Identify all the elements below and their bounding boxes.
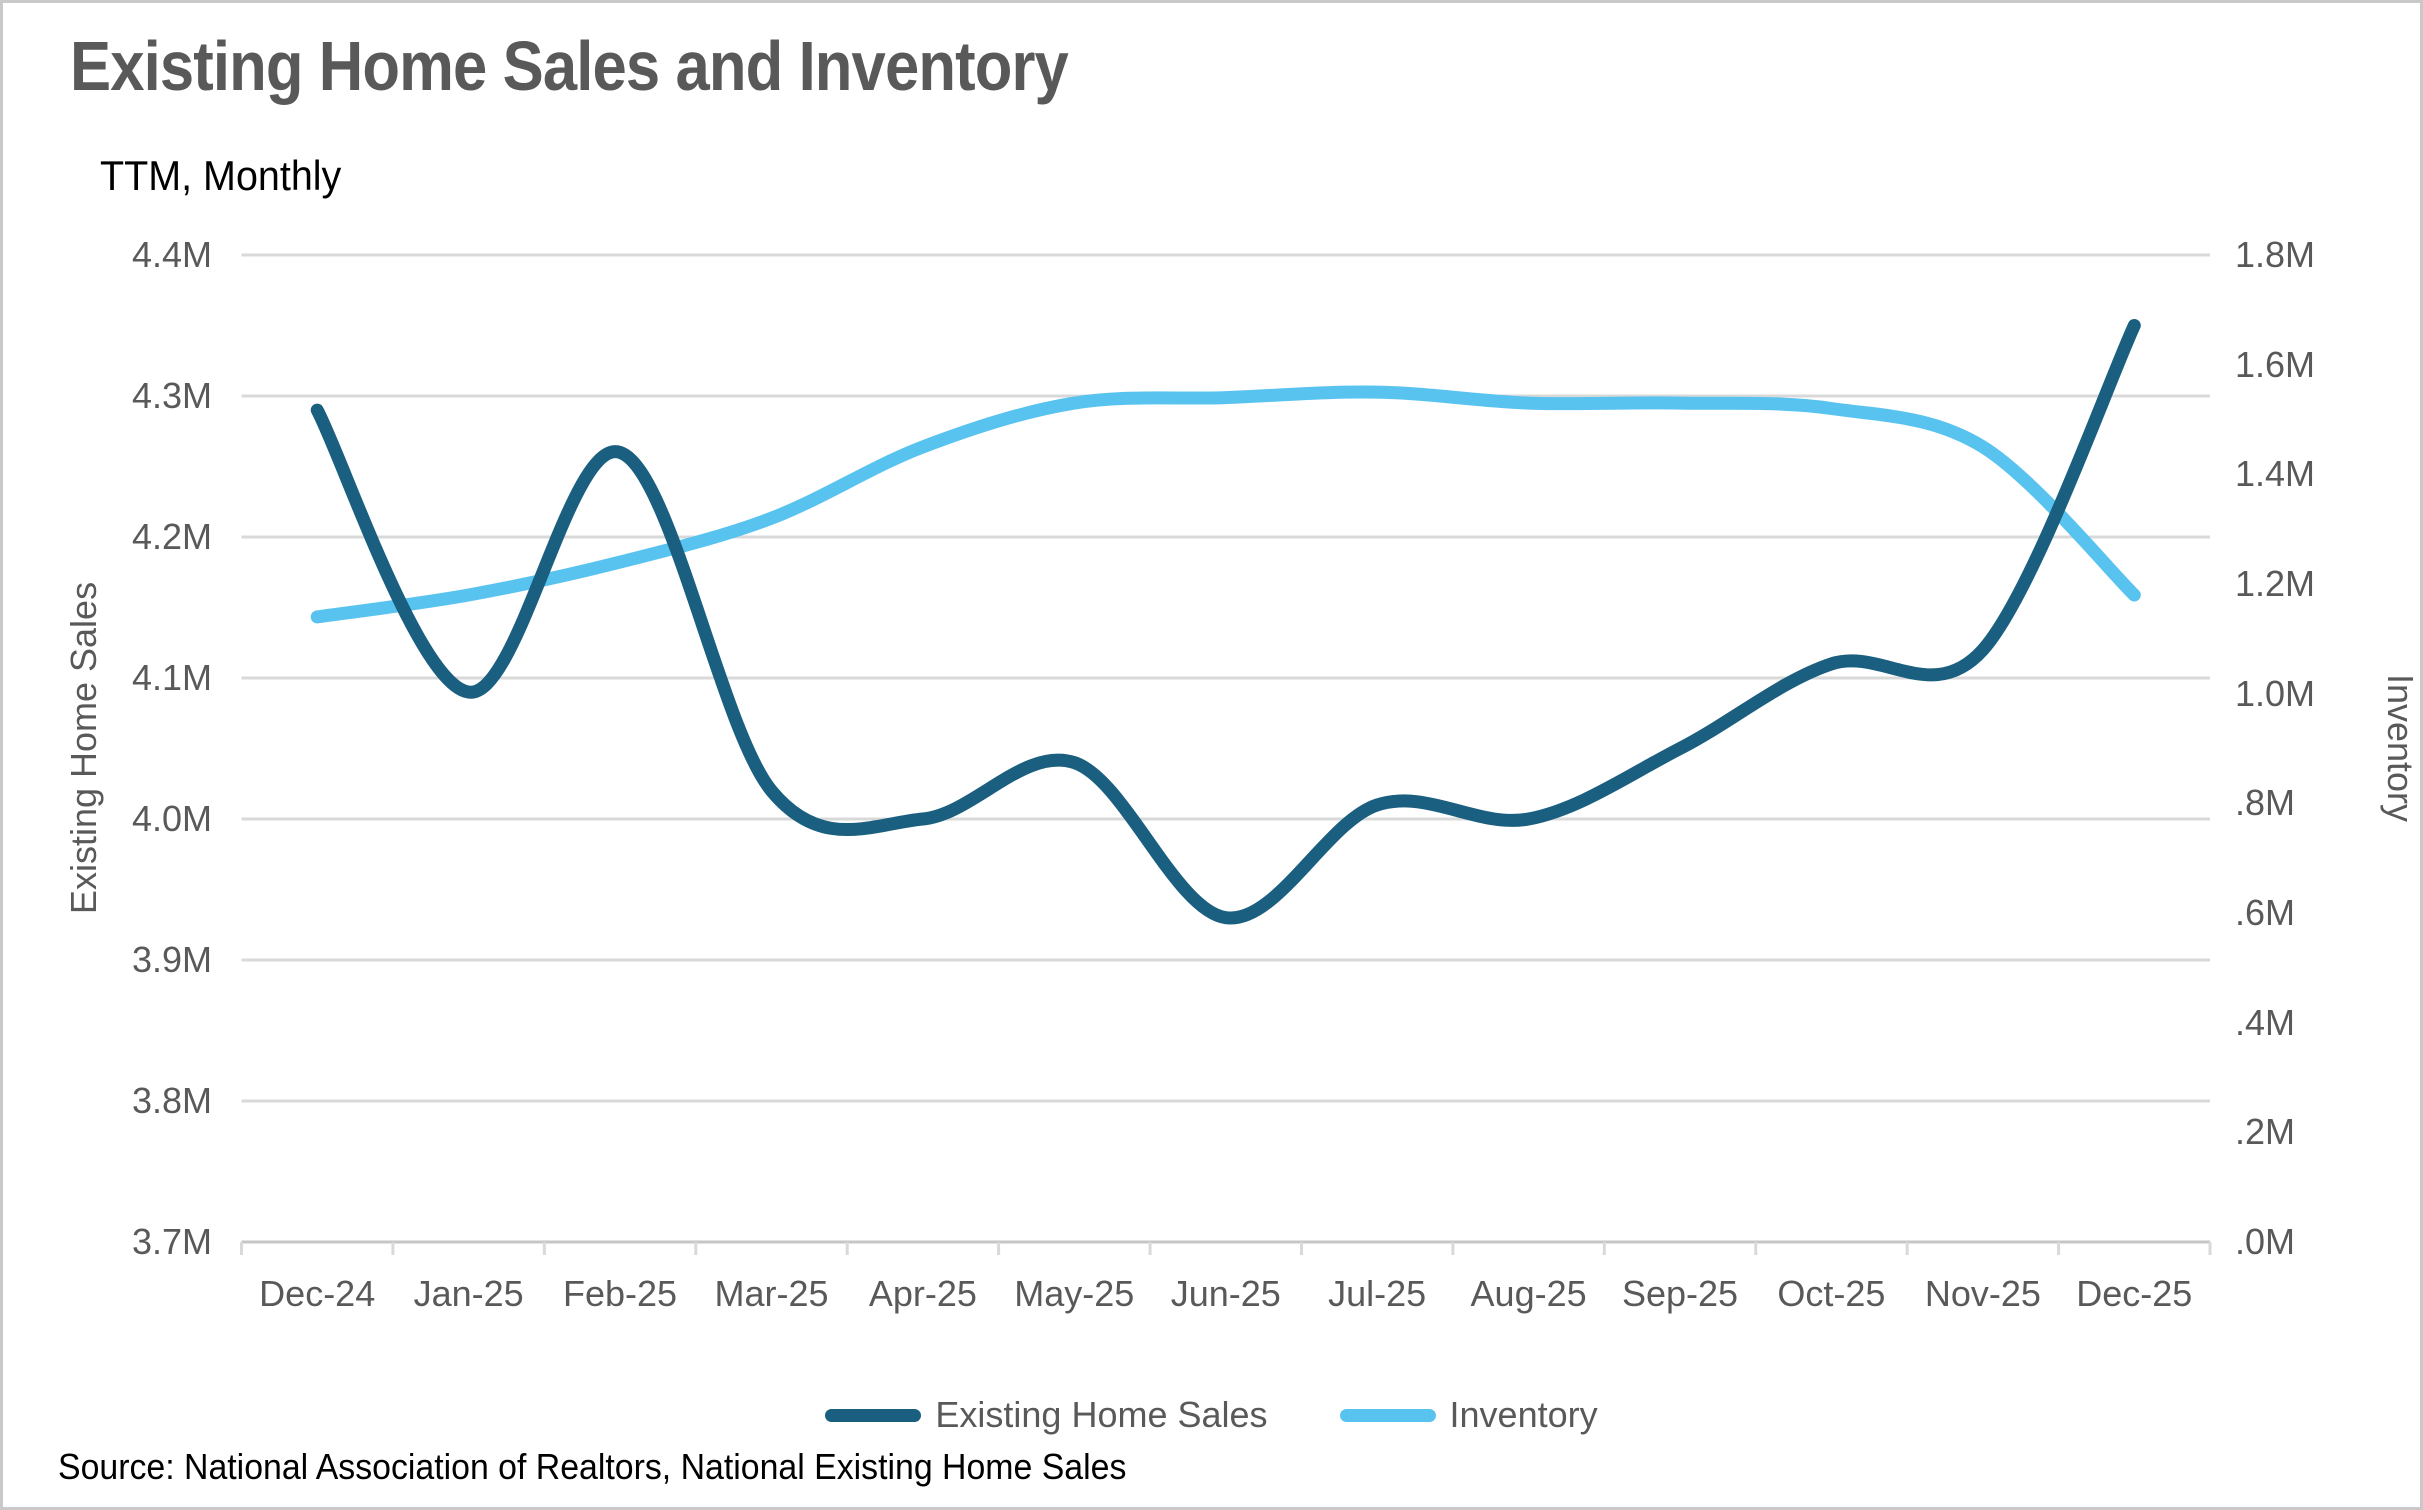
x-axis-tick-label: Dec-24 xyxy=(259,1273,376,1314)
x-axis-tick-label: Jul-25 xyxy=(1328,1273,1427,1314)
sales-line xyxy=(310,319,2141,925)
y-axis-right-tick-label: .0M xyxy=(2235,1221,2296,1262)
inventory-line-swatch xyxy=(1339,1408,1436,1422)
x-axis-tick-label: Feb-25 xyxy=(563,1273,678,1314)
y-axis-right-tick-label: .4M xyxy=(2235,1001,2296,1043)
y-axis-right-tick-label: .6M xyxy=(2235,892,2296,933)
chart-title: Existing Home Sales and Inventory xyxy=(70,27,1069,105)
left-axis-title: Existing Home Sales xyxy=(63,581,104,915)
y-axis-right-tick-label: 1.6M xyxy=(2235,343,2316,385)
y-axis-left-tick-label: 3.8M xyxy=(131,1080,212,1121)
y-axis-left-tick-label: 4.0M xyxy=(131,798,212,839)
legend: Existing Home Sales Inventory xyxy=(0,1390,2423,1440)
y-axis-right-tick-label: 1.2M xyxy=(2235,563,2316,604)
y-axis-left-tick-label: 4.4M xyxy=(131,234,212,275)
y-axis-right-tick-label: 1.0M xyxy=(2235,672,2316,714)
y-axis-left-tick-label: 4.1M xyxy=(131,657,212,698)
x-axis-tick-label: Sep-25 xyxy=(1621,1273,1739,1314)
y-axis-left-tick-label: 4.2M xyxy=(131,516,212,557)
inventory-line xyxy=(310,385,2141,624)
legend-label-inventory: Inventory xyxy=(1449,1394,1598,1435)
x-axis-tick-label: Jun-25 xyxy=(1170,1273,1281,1314)
y-axis-right-tick-label: .2M xyxy=(2235,1111,2296,1153)
sales-line-swatch xyxy=(825,1408,922,1422)
y-axis-right-tick-label: .8M xyxy=(2235,782,2296,824)
y-axis-left-tick-label: 4.3M xyxy=(131,375,212,416)
x-axis-tick-label: Oct-25 xyxy=(1777,1273,1886,1314)
x-axis-tick-label: Jan-25 xyxy=(413,1273,524,1314)
legend-item-existing-home-sales: Existing Home Sales xyxy=(825,1394,1268,1436)
y-axis-right-tick-label: 1.8M xyxy=(2235,234,2316,275)
right-axis-title: Inventory xyxy=(2380,673,2421,823)
y-axis-left-tick-label: 3.9M xyxy=(131,939,212,980)
source-note: Source: National Association of Realtors… xyxy=(58,1446,1127,1487)
x-axis-tick-label: Apr-25 xyxy=(868,1273,977,1314)
y-axis-left-tick-label: 3.7M xyxy=(131,1221,212,1262)
x-axis-tick-label: Mar-25 xyxy=(714,1273,829,1314)
x-axis-tick-label: Dec-25 xyxy=(2076,1273,2193,1314)
x-axis-tick-label: May-25 xyxy=(1014,1273,1135,1314)
legend-label-existing-home-sales: Existing Home Sales xyxy=(935,1394,1268,1435)
x-axis-tick-label: Nov-25 xyxy=(1924,1273,2041,1314)
x-axis-tick-label: Aug-25 xyxy=(1470,1273,1587,1314)
y-axis-right-tick-label: 1.4M xyxy=(2235,453,2316,495)
chart-subtitle: TTM, Monthly xyxy=(100,152,342,199)
legend-item-inventory: Inventory xyxy=(1339,1394,1598,1436)
